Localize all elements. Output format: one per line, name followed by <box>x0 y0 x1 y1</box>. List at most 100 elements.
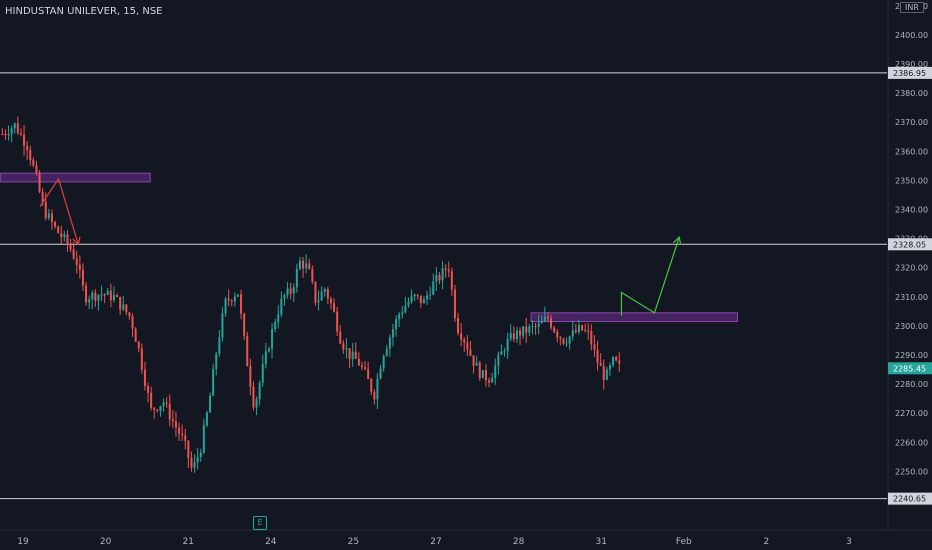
x-tick-label-8: Feb <box>676 537 692 547</box>
candle-body-99 <box>308 263 311 269</box>
candle-body-110 <box>342 343 345 350</box>
candle-body-57 <box>178 427 181 434</box>
currency-label[interactable]: INR <box>900 2 924 13</box>
candle-body-182 <box>565 343 568 345</box>
candle-body-50 <box>156 409 159 411</box>
candle-body-190 <box>590 330 593 345</box>
y-tick-label-13: 2360.00 <box>895 147 928 156</box>
candle-body-169 <box>525 326 528 333</box>
candle-body-165 <box>512 333 515 340</box>
last-price-label: 2285.45 <box>893 364 926 373</box>
candle-body-181 <box>562 338 565 344</box>
candle-body-129 <box>401 312 404 315</box>
candle-body-131 <box>407 301 410 306</box>
candle-body-76 <box>236 294 239 297</box>
candle-body-106 <box>329 298 332 304</box>
candle-body-34 <box>106 290 109 296</box>
candle-body-163 <box>506 338 509 352</box>
candle-body-78 <box>243 313 246 336</box>
candle-body-40 <box>125 304 128 313</box>
candle-body-0 <box>1 133 4 135</box>
candle-body-116 <box>360 365 363 368</box>
candle-body-80 <box>249 366 252 387</box>
candle-body-115 <box>357 358 360 366</box>
zone-1 <box>530 312 738 323</box>
candle-body-42 <box>131 316 134 329</box>
candle-body-120 <box>373 391 376 400</box>
candle-body-174 <box>540 321 543 324</box>
candle-body-27 <box>85 285 88 303</box>
candle-body-119 <box>370 379 373 392</box>
candle-body-38 <box>119 296 122 310</box>
candle-body-14 <box>44 202 47 218</box>
candle-body-191 <box>593 344 596 350</box>
y-tick-label-6: 2290.00 <box>895 351 928 360</box>
candle-body-55 <box>171 419 174 422</box>
candle-body-81 <box>252 386 255 408</box>
y-tick-label-14: 2370.00 <box>895 118 928 127</box>
last-price-bg <box>888 362 932 375</box>
candle-body-6 <box>19 133 22 135</box>
arrow-head-1 <box>673 235 682 246</box>
candle-body-168 <box>522 326 525 336</box>
candle-body-187 <box>581 325 584 331</box>
candle-body-60 <box>187 440 190 459</box>
candle-body-89 <box>277 314 280 323</box>
candle-body-82 <box>255 398 258 408</box>
candle-body-59 <box>184 435 187 441</box>
candle-body-85 <box>264 351 267 365</box>
earnings-event-icon[interactable]: E <box>253 516 267 530</box>
candle-body-121 <box>376 378 379 400</box>
candle-body-2 <box>7 134 10 136</box>
candle-body-94 <box>292 287 295 294</box>
level-label-bg-2 <box>888 492 932 505</box>
candle-body-39 <box>122 304 125 310</box>
candle-body-23 <box>72 249 75 259</box>
x-tick-label-9: 2 <box>764 537 770 547</box>
candle-body-93 <box>289 288 292 294</box>
y-tick-label-8: 2310.00 <box>895 293 928 302</box>
arrow-line-1 <box>620 236 680 316</box>
y-tick-label-9: 2320.00 <box>895 264 928 273</box>
candle-body-197 <box>612 357 615 366</box>
candle-body-72 <box>224 298 227 314</box>
candle-body-37 <box>116 295 119 297</box>
candle-body-58 <box>181 433 184 436</box>
candle-body-141 <box>438 275 441 281</box>
candle-body-98 <box>305 263 308 269</box>
candle-body-143 <box>444 268 447 270</box>
candle-body-103 <box>320 291 323 301</box>
candle-body-126 <box>391 329 394 338</box>
x-tick-label-1: 20 <box>100 537 112 547</box>
candle-body-67 <box>209 395 212 413</box>
candle-body-180 <box>559 337 562 339</box>
candle-body-100 <box>311 268 314 282</box>
candle-body-112 <box>348 348 351 360</box>
candle-body-193 <box>599 363 602 367</box>
candle-body-18 <box>57 226 60 233</box>
candle-body-189 <box>587 330 590 332</box>
candle-body-173 <box>537 323 540 327</box>
candle-body-30 <box>94 292 97 301</box>
candle-body-159 <box>494 365 497 378</box>
x-tick-label-0: 19 <box>17 537 29 547</box>
zone-0 <box>0 172 151 183</box>
candle-body-102 <box>317 300 320 303</box>
candle-body-68 <box>212 368 215 396</box>
candle-body-150 <box>466 342 469 350</box>
candle-body-17 <box>54 221 57 227</box>
candle-body-25 <box>78 264 81 270</box>
candle-body-178 <box>553 327 556 332</box>
candle-body-62 <box>193 462 196 468</box>
candle-body-114 <box>354 351 357 359</box>
candle-body-35 <box>109 290 112 301</box>
candle-body-124 <box>385 348 388 356</box>
candle-body-3 <box>10 128 13 135</box>
candle-body-104 <box>323 289 326 292</box>
candle-body-153 <box>475 362 478 366</box>
candle-body-162 <box>503 351 506 353</box>
candle-body-125 <box>388 337 391 349</box>
candle-body-108 <box>336 311 339 332</box>
y-tick-label-7: 2300.00 <box>895 322 928 331</box>
